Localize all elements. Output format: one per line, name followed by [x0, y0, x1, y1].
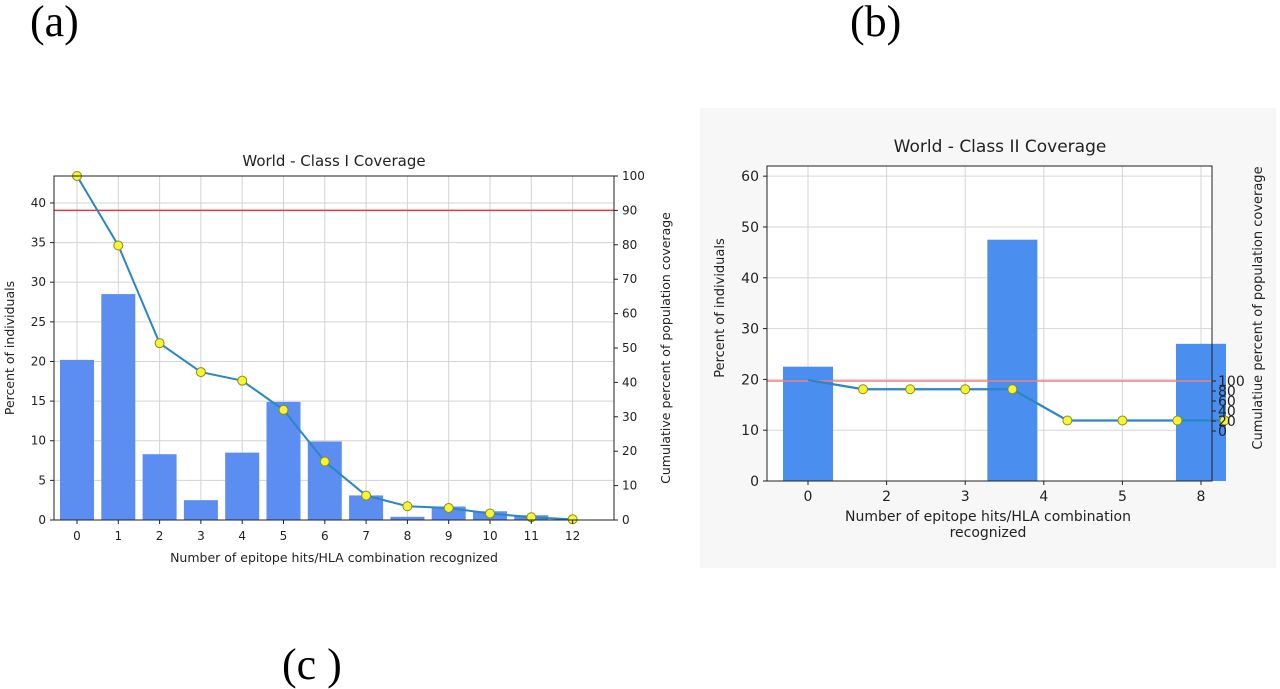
x-tick-label: 0 — [73, 529, 81, 543]
x-tick-label: 12 — [565, 529, 580, 543]
line-point — [113, 240, 124, 251]
x-tick-label: 8 — [1197, 489, 1206, 505]
x-axis-label: Number of epitope hits/HLA combination re… — [845, 509, 1131, 541]
plot-frame — [766, 165, 1213, 482]
bar — [783, 366, 833, 481]
panel-label-c: (c ) — [282, 640, 342, 689]
x-tick-label: 3 — [961, 489, 970, 505]
y-tick-label: 40 — [741, 271, 759, 287]
x-tick-label: 7 — [362, 529, 370, 543]
chart-title: World - Class I Coverage — [242, 152, 425, 170]
line-point — [858, 384, 869, 395]
line-point — [1062, 415, 1073, 426]
x-axis-label-line-2: recognized — [950, 525, 1027, 541]
x-tick-label: 11 — [524, 529, 539, 543]
y2-tick-label: 50 — [622, 341, 637, 355]
y-tick-label: 25 — [31, 315, 46, 329]
y2-tick-label: 80 — [622, 238, 637, 252]
y2-tick-label: 20 — [622, 444, 637, 458]
bar — [266, 401, 301, 520]
chart-title: World - Class II Coverage — [894, 137, 1107, 157]
y2-tick-label: 60 — [1218, 394, 1236, 410]
y-axis-label: Percent of individuals — [2, 281, 17, 415]
bar — [1176, 343, 1226, 481]
bar — [101, 294, 136, 520]
line-point — [319, 456, 330, 467]
line-point — [1172, 415, 1183, 426]
x-tick-label: 2 — [882, 489, 891, 505]
y2-tick-label: 30 — [622, 410, 637, 424]
line-point — [960, 384, 971, 395]
x-axis-label: Number of epitope hits/HLA combination r… — [170, 550, 498, 565]
y2-axis-label: Cumulative percent of population coverag… — [658, 212, 673, 484]
y2-tick-label: 70 — [622, 272, 637, 286]
y-tick-label: 35 — [31, 236, 46, 250]
bar — [307, 441, 342, 520]
x-tick-label: 2 — [156, 529, 164, 543]
x-tick-label: 5 — [1118, 489, 1127, 505]
y-tick-label: 30 — [31, 275, 46, 289]
y2-tick-label: 0 — [622, 513, 630, 527]
line-point — [1117, 415, 1128, 426]
x-tick-label: 9 — [445, 529, 453, 543]
x-axis-label-line-1: Number of epitope hits/HLA combination — [845, 509, 1131, 525]
y-tick-label: 0 — [750, 474, 759, 490]
y-tick-label: 20 — [741, 372, 759, 388]
y-tick-label: 60 — [741, 169, 759, 185]
y2-tick-label: 60 — [622, 307, 637, 321]
y-tick-label: 5 — [38, 473, 46, 487]
bar — [225, 452, 260, 520]
y2-axis-label: Cumulatiue percent of population coverag… — [1251, 166, 1266, 449]
line-point — [195, 367, 206, 378]
x-tick-label: 6 — [321, 529, 329, 543]
panel-label-a: (a) — [30, 0, 79, 46]
y2-tick-label: 80 — [1218, 384, 1236, 400]
y-tick-label: 40 — [31, 196, 46, 210]
y-tick-label: 15 — [31, 394, 46, 408]
line-point — [1007, 384, 1018, 395]
line-point — [485, 508, 495, 519]
line-point — [443, 502, 454, 513]
bar — [390, 516, 425, 520]
y-axis-label: Percent of individuals — [713, 238, 728, 378]
y2-tick-label: 40 — [1218, 404, 1236, 420]
x-tick-label: 8 — [404, 529, 412, 543]
x-tick-label: 5 — [280, 529, 288, 543]
bar — [60, 359, 94, 520]
x-tick-label: 0 — [804, 489, 813, 505]
line-point — [1219, 415, 1230, 426]
y2-tick-label: 100 — [1218, 374, 1245, 390]
y-tick-label: 10 — [31, 434, 46, 448]
bar — [142, 454, 177, 520]
y-tick-label: 0 — [38, 513, 46, 527]
line-point — [402, 501, 413, 512]
bar — [183, 500, 218, 520]
bar — [987, 239, 1038, 481]
y2-tick-label: 20 — [1218, 414, 1236, 430]
y2-tick-label: 90 — [622, 203, 637, 217]
line-point — [905, 384, 916, 395]
x-tick-label: 3 — [197, 529, 205, 543]
x-tick-label: 4 — [1039, 489, 1048, 505]
line-point — [361, 490, 372, 501]
x-tick-label: 4 — [238, 529, 246, 543]
line-point — [237, 375, 248, 386]
x-tick-label: 1 — [114, 529, 122, 543]
y-tick-label: 50 — [741, 220, 759, 236]
y2-tick-label: 100 — [622, 169, 645, 183]
y2-tick-label: 0 — [1218, 424, 1227, 440]
y2-tick-label: 10 — [622, 479, 637, 493]
y-tick-label: 10 — [741, 423, 759, 439]
line-point — [154, 338, 165, 349]
y-tick-label: 30 — [741, 322, 759, 338]
line-point — [278, 404, 289, 415]
panel-label-b: (b) — [850, 0, 902, 46]
y-tick-label: 20 — [31, 354, 46, 368]
y2-tick-label: 40 — [622, 375, 637, 389]
x-tick-label: 10 — [482, 529, 497, 543]
